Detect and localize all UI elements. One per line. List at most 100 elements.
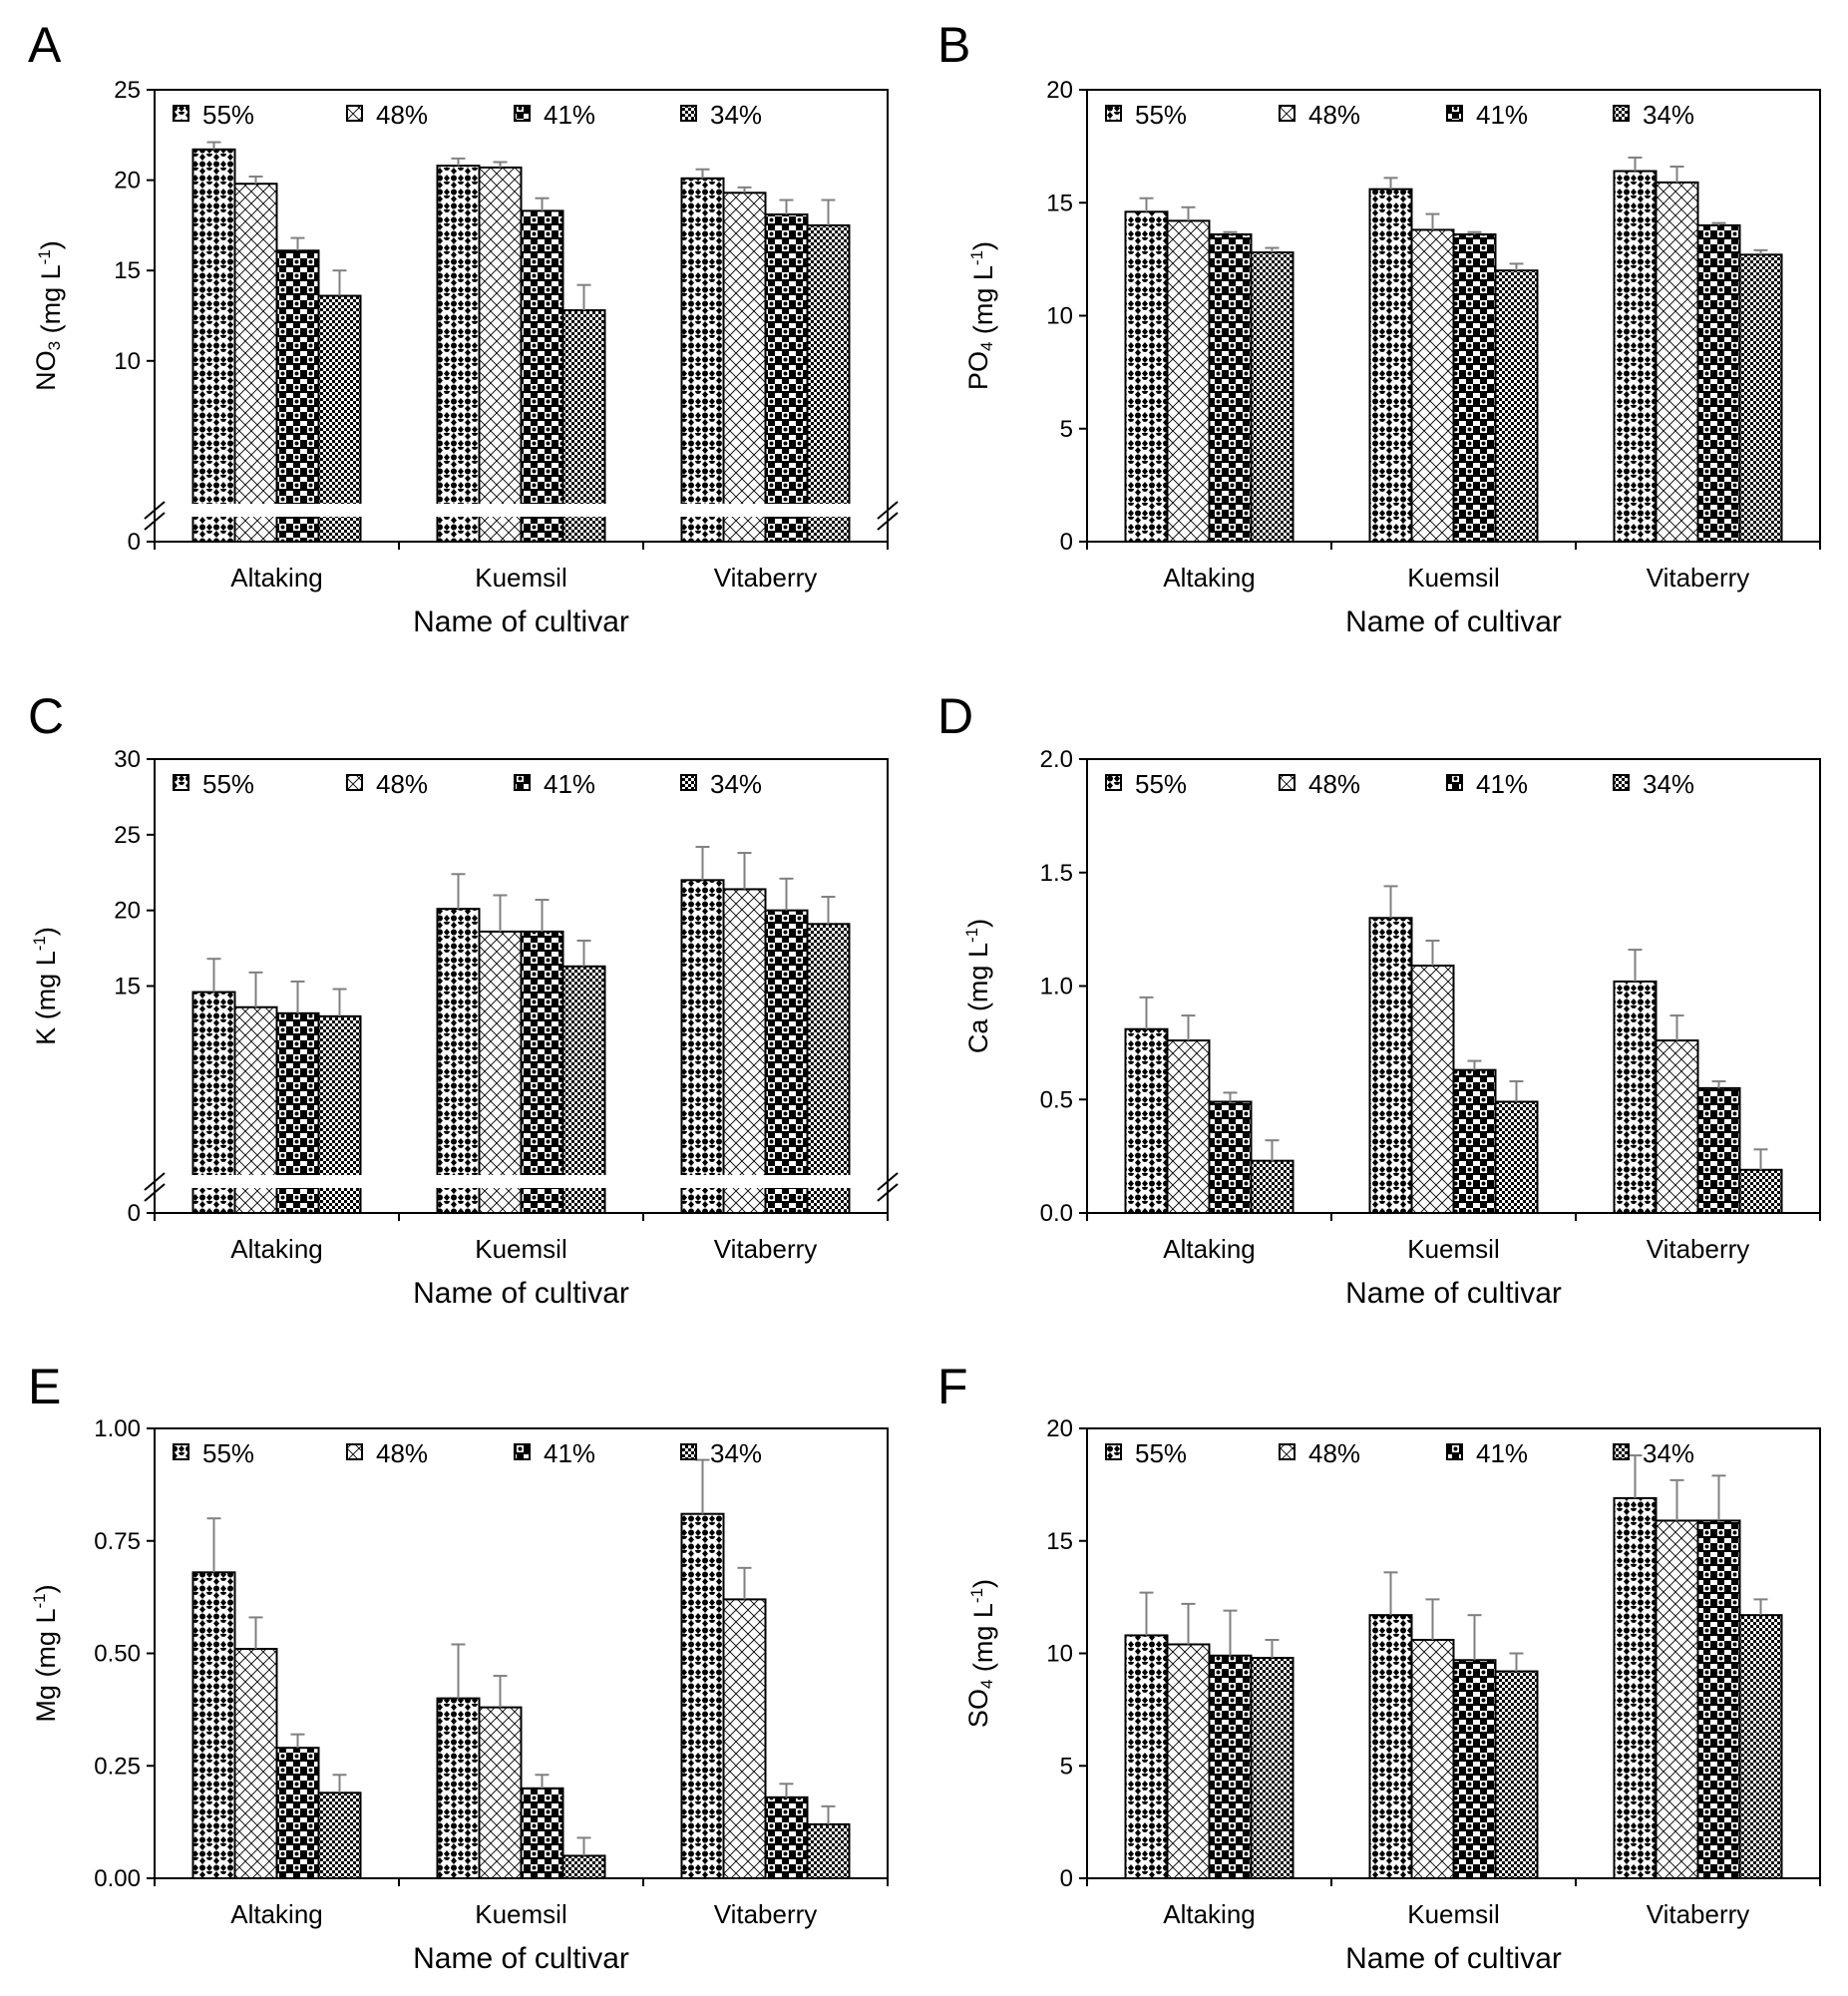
legend-swatch-55pct xyxy=(1105,1443,1122,1460)
axis-break-band xyxy=(156,1175,887,1188)
y-tick-label: 20 xyxy=(1046,77,1073,104)
panel-letter: B xyxy=(937,17,970,73)
panel-letter: C xyxy=(28,688,64,744)
bar-kuemsil-41pct xyxy=(1452,1659,1497,1880)
y-tick-label: 0 xyxy=(1060,1865,1073,1892)
y-tick-label: 30 xyxy=(114,746,141,773)
bar-altaking-48pct xyxy=(1166,1643,1211,1879)
y-tick-label: 0.5 xyxy=(1040,1086,1073,1113)
y-axis-title: Ca (mg L-1) xyxy=(962,919,993,1053)
bar-vitaberry-34pct xyxy=(1738,1614,1783,1880)
y-tick-label: 0.00 xyxy=(94,1865,141,1892)
legend-label-34pct: 34% xyxy=(1643,1438,1694,1468)
bar-vitaberry-34pct xyxy=(806,1822,851,1880)
bar-altaking-41pct xyxy=(1208,232,1253,544)
axis-break-band xyxy=(156,504,887,517)
bar-kuemsil-55pct xyxy=(436,908,481,1215)
bar-vitaberry-55pct xyxy=(1613,1496,1658,1880)
y-tick-label: 1.5 xyxy=(1040,860,1073,887)
y-tick-label: 25 xyxy=(114,822,141,849)
bar-vitaberry-34pct xyxy=(1738,253,1783,543)
y-tick-label: 0 xyxy=(1060,529,1073,556)
legend-swatch-48pct xyxy=(1279,774,1295,791)
panel-letter: E xyxy=(28,1359,61,1414)
bar-altaking-55pct xyxy=(191,1571,236,1879)
legend-label-41pct: 41% xyxy=(1476,769,1528,799)
y-tick-label: 20 xyxy=(114,898,141,925)
bar-altaking-55pct xyxy=(191,148,236,544)
x-category-label: Kuemsil xyxy=(475,1899,566,1929)
legend-label-34pct: 34% xyxy=(1643,769,1694,799)
x-axis-title: Name of cultivar xyxy=(413,1277,629,1310)
plot-frame xyxy=(154,89,889,543)
bar-altaking-48pct xyxy=(233,1647,278,1879)
x-axis-title: Name of cultivar xyxy=(1345,605,1562,638)
bar-vitaberry-48pct xyxy=(1655,1519,1699,1879)
legend-label-41pct: 41% xyxy=(544,100,595,130)
x-category-label: Vitaberry xyxy=(1647,1234,1750,1264)
x-axis-title: Name of cultivar xyxy=(1345,1277,1562,1310)
y-tick-label: 10 xyxy=(1046,1641,1073,1668)
y-axis-title: SO4 (mg L-1) xyxy=(963,1579,998,1728)
bar-altaking-34pct xyxy=(1250,1657,1294,1880)
bar-altaking-41pct xyxy=(275,1747,320,1879)
bar-vitaberry-34pct xyxy=(806,223,851,543)
x-category-label: Vitaberry xyxy=(714,1234,818,1264)
bar-vitaberry-34pct xyxy=(806,923,851,1214)
bar-vitaberry-48pct xyxy=(722,888,767,1215)
y-tick-label: 10 xyxy=(114,348,141,375)
x-category-label: Altaking xyxy=(230,563,323,593)
legend-label-48pct: 48% xyxy=(376,769,428,799)
y-tick-label: 20 xyxy=(114,168,141,195)
x-category-label: Altaking xyxy=(1163,1899,1256,1929)
y-tick-label: 5 xyxy=(1060,416,1073,443)
bar-vitaberry-41pct xyxy=(764,1796,809,1879)
y-tick-label: 2.0 xyxy=(1040,746,1073,773)
bar-vitaberry-55pct xyxy=(1613,980,1658,1215)
bar-kuemsil-34pct xyxy=(1494,1670,1539,1880)
x-category-label: Kuemsil xyxy=(475,1234,566,1264)
legend-label-34pct: 34% xyxy=(1643,100,1694,130)
bar-altaking-41pct xyxy=(275,249,320,543)
legend-label-55pct: 55% xyxy=(1135,100,1187,130)
legend-label-48pct: 48% xyxy=(1308,1438,1360,1468)
legend-swatch-41pct xyxy=(514,105,531,122)
bar-vitaberry-55pct xyxy=(680,177,725,543)
x-axis-title: Name of cultivar xyxy=(413,1942,629,1975)
chart-panel-a: A 0 10 15 20 25 Altaking Kuemsil Vitaberry Name o… xyxy=(28,17,899,638)
legend-label-48pct: 48% xyxy=(376,100,428,130)
y-tick-label: 25 xyxy=(114,77,141,104)
chart-panel-b: B 0 5 10 15 20 Altaking Kuemsil Vitaberry Name of… xyxy=(937,17,1821,638)
legend-label-48pct: 48% xyxy=(376,1438,428,1468)
bar-kuemsil-41pct xyxy=(1452,1068,1497,1215)
x-category-label: Altaking xyxy=(230,1899,323,1929)
bar-kuemsil-41pct xyxy=(520,209,564,544)
bar-kuemsil-48pct xyxy=(1410,1638,1455,1879)
y-tick-label: 1.0 xyxy=(1040,974,1073,1000)
panel-letter: A xyxy=(28,17,62,73)
x-category-label: Altaking xyxy=(1163,1234,1256,1264)
bar-altaking-48pct xyxy=(233,183,278,543)
bar-vitaberry-41pct xyxy=(764,213,809,543)
legend-swatch-48pct xyxy=(346,105,363,122)
bar-vitaberry-55pct xyxy=(680,879,725,1214)
y-tick-label: 0 xyxy=(128,1200,141,1227)
chart-panel-f: F 0 5 10 15 20 Altaking Kuemsil Vitaberry Name of… xyxy=(937,1359,1821,1975)
chart-panel-c: C 0 15 20 25 30 Altaking Kuemsil Vitaberry Name o… xyxy=(28,688,899,1310)
bar-altaking-41pct xyxy=(1208,1654,1253,1879)
bar-altaking-34pct xyxy=(1250,251,1294,544)
legend-swatch-55pct xyxy=(1105,105,1122,122)
y-tick-label: 15 xyxy=(114,974,141,1000)
legend-label-41pct: 41% xyxy=(1476,100,1528,130)
x-category-label: Vitaberry xyxy=(714,563,818,593)
y-tick-label: 0.50 xyxy=(94,1641,141,1668)
chart-panel-e: E 0.00 0.25 0.50 0.75 1.00 Altaking Kuemsil Vita… xyxy=(28,1359,889,1975)
bar-altaking-48pct xyxy=(1166,219,1211,543)
bar-kuemsil-48pct xyxy=(478,166,523,544)
y-tick-label: 1.00 xyxy=(94,1415,141,1442)
bar-vitaberry-48pct xyxy=(722,1598,767,1879)
bar-kuemsil-48pct xyxy=(478,1706,523,1879)
bar-vitaberry-41pct xyxy=(1696,1086,1741,1214)
legend-swatch-55pct xyxy=(173,1443,189,1460)
y-tick-label: 20 xyxy=(1046,1415,1073,1442)
